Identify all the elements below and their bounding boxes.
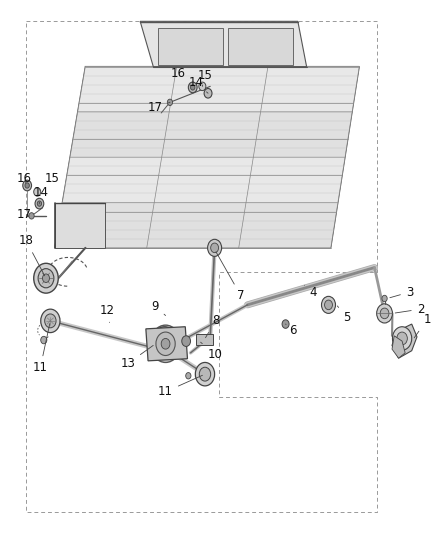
Polygon shape bbox=[146, 327, 187, 361]
Polygon shape bbox=[392, 324, 417, 358]
Text: 9: 9 bbox=[152, 300, 166, 316]
Text: 14: 14 bbox=[189, 76, 208, 93]
Text: 2: 2 bbox=[395, 303, 424, 316]
Polygon shape bbox=[55, 203, 105, 248]
Circle shape bbox=[380, 308, 389, 319]
Circle shape bbox=[161, 338, 170, 349]
Text: 11: 11 bbox=[33, 324, 50, 374]
Circle shape bbox=[34, 188, 41, 196]
Text: 16: 16 bbox=[170, 67, 191, 85]
Text: 3: 3 bbox=[390, 286, 413, 298]
Circle shape bbox=[195, 362, 215, 386]
Circle shape bbox=[152, 327, 178, 359]
Circle shape bbox=[37, 201, 42, 206]
Circle shape bbox=[191, 85, 195, 90]
Text: 6: 6 bbox=[286, 324, 297, 337]
Polygon shape bbox=[55, 203, 338, 248]
Polygon shape bbox=[78, 67, 359, 112]
Text: 12: 12 bbox=[100, 304, 115, 322]
Bar bbox=[158, 28, 223, 65]
Text: 14: 14 bbox=[33, 187, 48, 204]
Text: 11: 11 bbox=[158, 375, 202, 398]
Circle shape bbox=[397, 332, 407, 345]
Circle shape bbox=[392, 327, 412, 350]
Circle shape bbox=[41, 336, 47, 344]
Circle shape bbox=[321, 296, 336, 313]
Text: 10: 10 bbox=[201, 342, 222, 361]
Polygon shape bbox=[63, 157, 345, 203]
Circle shape bbox=[35, 198, 44, 209]
Circle shape bbox=[282, 320, 289, 328]
Text: 15: 15 bbox=[39, 172, 59, 190]
Circle shape bbox=[25, 183, 29, 188]
Circle shape bbox=[38, 269, 54, 288]
Circle shape bbox=[42, 274, 49, 282]
Text: 8: 8 bbox=[205, 314, 219, 338]
Text: 5: 5 bbox=[337, 306, 350, 324]
Circle shape bbox=[45, 314, 56, 328]
Text: 18: 18 bbox=[19, 235, 45, 276]
Circle shape bbox=[23, 180, 32, 191]
Circle shape bbox=[41, 309, 60, 333]
Text: 16: 16 bbox=[17, 172, 32, 185]
Bar bbox=[196, 334, 213, 345]
Text: 17: 17 bbox=[148, 101, 170, 114]
Polygon shape bbox=[70, 112, 352, 157]
Circle shape bbox=[211, 243, 219, 253]
Circle shape bbox=[377, 304, 392, 323]
Circle shape bbox=[29, 213, 34, 219]
Text: 7: 7 bbox=[216, 252, 245, 302]
Circle shape bbox=[204, 88, 212, 98]
Circle shape bbox=[199, 367, 211, 381]
Text: 13: 13 bbox=[120, 345, 153, 370]
Circle shape bbox=[150, 325, 181, 362]
Circle shape bbox=[199, 82, 206, 91]
Polygon shape bbox=[55, 67, 359, 248]
Circle shape bbox=[182, 336, 191, 346]
Circle shape bbox=[167, 99, 173, 106]
Circle shape bbox=[156, 332, 175, 356]
Polygon shape bbox=[140, 21, 307, 67]
Circle shape bbox=[188, 82, 197, 93]
Circle shape bbox=[186, 373, 191, 379]
Bar bbox=[228, 28, 293, 65]
Text: 17: 17 bbox=[17, 208, 32, 221]
Circle shape bbox=[382, 295, 387, 302]
Text: 4: 4 bbox=[304, 285, 317, 298]
Text: 1: 1 bbox=[414, 313, 431, 338]
Circle shape bbox=[325, 300, 332, 310]
Polygon shape bbox=[392, 336, 405, 358]
Circle shape bbox=[208, 239, 222, 256]
Text: 15: 15 bbox=[198, 69, 212, 86]
Circle shape bbox=[34, 263, 58, 293]
